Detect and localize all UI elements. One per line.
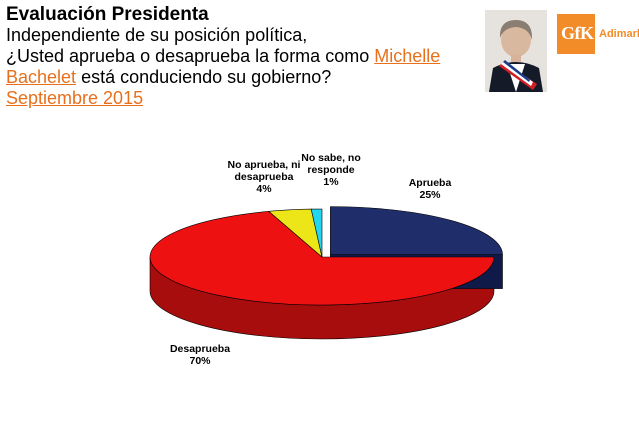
slice-label-0: Aprueba 25%: [409, 177, 452, 201]
president-photo: [485, 10, 547, 92]
question-line-1: Independiente de su posición política,: [6, 25, 308, 45]
date-link[interactable]: Septiembre 2015: [6, 88, 144, 108]
question-line-2: ¿Usted aprueba o desaprueba la forma com…: [6, 46, 476, 67]
name-link-first[interactable]: Michelle: [374, 46, 441, 66]
slice-3: [310, 208, 323, 258]
name-link-last[interactable]: Bachelet: [6, 67, 77, 87]
pie-labels: Aprueba 25% Desaprueba 70% No aprueba, ni des…: [170, 152, 452, 367]
slice-label-1: Desaprueba 70%: [170, 343, 230, 367]
question-text: ¿Usted aprueba o desaprueba la forma com…: [6, 46, 375, 66]
question-line-3: Bachelet está conduciendo su gobierno?: [6, 67, 476, 88]
portrait-image: [485, 10, 547, 92]
logo-name: Adimark: [599, 28, 639, 40]
header: Evaluación Presidenta Independiente de s…: [6, 4, 476, 109]
date-line: Septiembre 2015: [6, 88, 476, 109]
gfk-adimark-logo: GfK Adimark: [557, 14, 639, 54]
slice-label-3: No sabe, no responde 1%: [301, 152, 361, 188]
logo-brand: GfK: [561, 23, 594, 43]
question-text-end: está conduciendo su gobierno?: [76, 67, 332, 87]
logo-mark: GfK: [557, 14, 595, 54]
page-title: Evaluación Presidenta: [6, 4, 209, 25]
pie-tops: [149, 206, 503, 306]
slice-0: [330, 206, 503, 255]
slice-label-2: No aprueba, ni desaprueba 4%: [228, 159, 301, 195]
slice-1: [149, 211, 495, 306]
